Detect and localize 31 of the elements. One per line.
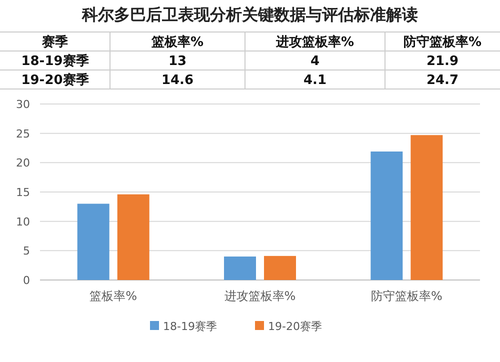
x-tick-label: 篮板率% — [90, 289, 138, 303]
bar — [224, 256, 256, 280]
legend-label: 18-19赛季 — [163, 320, 217, 333]
category-label: 防守篮板率% — [403, 35, 482, 50]
text: 19-20赛季 — [21, 73, 89, 88]
x-tick-label: 进攻篮板率% — [224, 289, 296, 303]
y-tick-label: 15 — [16, 186, 30, 199]
data-label: 4 — [310, 54, 320, 69]
data-label: 14.6 — [161, 73, 194, 88]
text: 赛季 — [41, 34, 68, 50]
data-label: 24.7 — [426, 73, 459, 88]
y-tick-label: 20 — [16, 156, 30, 170]
chart-title: 科尔多巴后卫表现分析关键数据与评估标准解读 — [81, 5, 418, 24]
y-tick-label: 30 — [16, 98, 30, 111]
x-tick-label: 防守篮板率% — [370, 289, 442, 303]
data-label: 21.9 — [426, 54, 459, 69]
y-tick-label: 10 — [16, 215, 30, 228]
data-label: 4.1 — [303, 73, 327, 88]
text: 18-19赛季 — [21, 54, 89, 69]
bar — [264, 256, 296, 280]
bar — [370, 152, 403, 280]
y-tick-label: 0 — [23, 274, 30, 287]
category-label: 进攻篮板率% — [276, 35, 354, 50]
bar — [77, 204, 110, 280]
category-label: 篮板率% — [151, 35, 204, 50]
y-tick-label: 5 — [23, 244, 30, 258]
legend-label: 19-20赛季 — [268, 320, 322, 333]
bar — [117, 194, 150, 280]
bar — [410, 135, 443, 280]
data-label: 13 — [168, 54, 187, 69]
y-tick-label: 25 — [16, 127, 30, 140]
